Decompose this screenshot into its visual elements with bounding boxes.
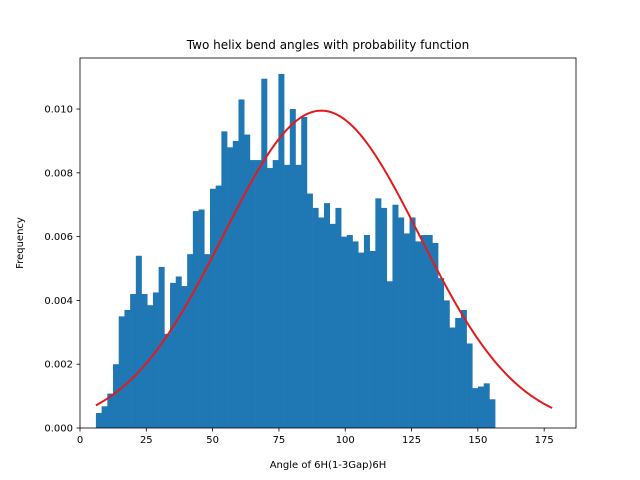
- histogram-bar: [301, 117, 308, 429]
- histogram-bar: [141, 294, 148, 428]
- histogram-bar: [312, 207, 319, 428]
- y-tick-label: 0.006: [44, 232, 73, 243]
- histogram-bar: [192, 211, 199, 428]
- x-axis-title: Angle of 6H(1-3Gap)6H: [270, 460, 387, 471]
- histogram-bar: [341, 236, 348, 428]
- y-tick-label: 0.002: [44, 360, 73, 371]
- x-tick-label: 75: [273, 435, 286, 446]
- histogram-bar: [460, 309, 467, 428]
- histogram-bar: [135, 255, 142, 428]
- histogram-bar: [170, 282, 177, 428]
- histogram-bar: [420, 235, 427, 428]
- histogram-bar: [187, 254, 194, 428]
- histogram-bar: [415, 241, 422, 428]
- histogram-bar: [101, 406, 108, 428]
- histogram-bar: [489, 399, 496, 428]
- y-axis: 0.000 0.002 0.004 0.006 0.008 0.010: [44, 105, 80, 435]
- x-tick-label: 50: [206, 435, 219, 446]
- x-axis: 0 25 50 75 100 125 150 175: [77, 428, 554, 446]
- histogram-bar: [278, 73, 285, 428]
- histogram-bar: [346, 235, 353, 428]
- histogram-bar: [386, 281, 393, 428]
- histogram-bar: [375, 198, 382, 428]
- histogram-bar: [147, 305, 154, 428]
- histogram-bar: [221, 131, 228, 429]
- histogram-bar: [324, 203, 331, 428]
- histogram-bar: [204, 254, 211, 428]
- histogram-bar: [381, 207, 388, 428]
- histogram-bar: [352, 241, 359, 428]
- x-tick-label: 0: [77, 435, 83, 446]
- histogram-bar: [284, 164, 291, 428]
- histogram-bar: [443, 300, 450, 428]
- histogram-bar: [369, 250, 376, 428]
- histogram-bar: [249, 160, 256, 428]
- plot-frame: [79, 57, 577, 429]
- histogram-bar: [363, 235, 370, 428]
- histogram-bar: [209, 188, 216, 428]
- histogram-bar: [215, 185, 222, 428]
- y-tick-label: 0.000: [44, 424, 73, 435]
- x-tick-label: 100: [336, 435, 355, 446]
- histogram-bar: [198, 209, 205, 428]
- histogram-bar: [318, 217, 325, 428]
- histogram-bars: [95, 73, 496, 429]
- histogram-bar: [449, 327, 456, 428]
- histogram-bar: [107, 393, 114, 428]
- histogram-bar: [175, 276, 182, 428]
- histogram-bar: [113, 364, 120, 428]
- histogram-bar: [483, 383, 490, 428]
- histogram-bar: [306, 193, 313, 428]
- histogram-bar: [472, 388, 479, 428]
- y-tick-label: 0.004: [44, 296, 73, 307]
- histogram-bar: [124, 309, 131, 428]
- histogram-bar: [152, 292, 159, 428]
- histogram-bar: [227, 147, 234, 428]
- x-tick-label: 125: [402, 435, 421, 446]
- histogram-bar: [403, 233, 410, 428]
- histogram-bar: [130, 294, 137, 428]
- histogram-bar: [358, 252, 365, 428]
- histogram-bar: [118, 316, 125, 428]
- histogram-bar: [244, 134, 251, 428]
- histogram-bar: [261, 78, 268, 428]
- histogram-bar: [289, 109, 296, 428]
- histogram-bar: [426, 235, 433, 428]
- histogram-bar: [392, 204, 399, 428]
- probability-curve: [95, 109, 553, 409]
- y-tick-label: 0.008: [44, 168, 73, 179]
- y-tick-label: 0.010: [44, 105, 73, 116]
- histogram-bar: [181, 286, 188, 428]
- histogram-bar: [329, 223, 336, 428]
- chart-title: Two helix bend angles with probability f…: [186, 38, 469, 52]
- histogram-bar: [95, 413, 102, 428]
- histogram-bar: [398, 217, 405, 428]
- x-tick-label: 25: [140, 435, 153, 446]
- histogram-bar: [432, 243, 439, 428]
- histogram-bar: [438, 278, 445, 428]
- histogram-bar: [295, 164, 302, 428]
- histogram-bar: [409, 217, 416, 428]
- histogram-bar: [272, 160, 279, 428]
- y-axis-title: Frequency: [15, 217, 26, 269]
- histogram-bar: [158, 266, 165, 428]
- histogram-bar: [164, 333, 171, 428]
- histogram-bar: [238, 99, 245, 428]
- histogram-bar: [455, 317, 462, 428]
- x-tick-label: 175: [535, 435, 554, 446]
- histogram-bar: [232, 140, 239, 428]
- histogram-bar: [335, 207, 342, 428]
- histogram-bar: [255, 160, 262, 428]
- histogram-bar: [477, 386, 484, 428]
- histogram-bar: [466, 343, 473, 428]
- histogram-bar: [266, 168, 273, 429]
- x-tick-label: 150: [468, 435, 487, 446]
